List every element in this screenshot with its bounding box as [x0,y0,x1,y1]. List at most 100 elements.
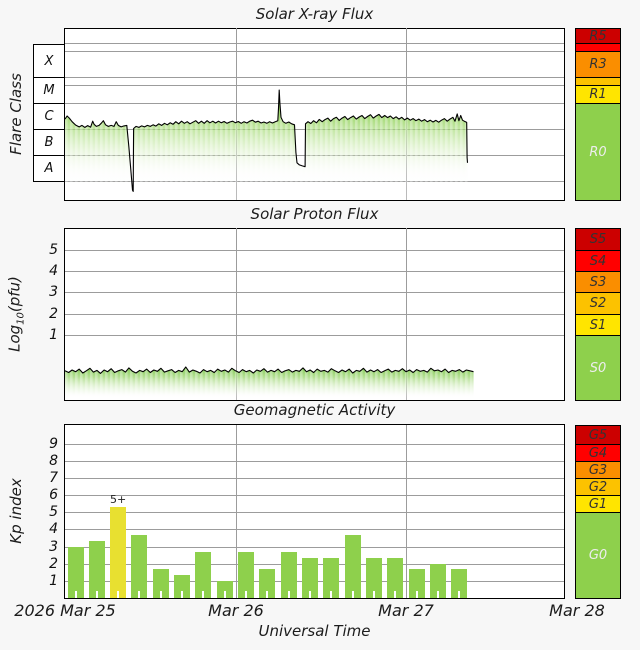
flare-class-letter: M [43,83,55,98]
day-gridline [406,425,407,598]
noaa-r-scale-band: R3 [575,51,621,78]
x-axis-minor-tick [437,591,439,598]
scale-band-label: R3 [589,57,607,72]
y-tick-label: 2 [49,306,58,322]
horizontal-gridline [65,181,564,182]
x-axis-minor-tick [309,591,311,598]
y-tick-label: 5 [49,504,58,520]
kp-bar [430,564,446,598]
horizontal-gridline [65,155,564,156]
flare-class-letter: A [44,161,54,176]
flare-class-box: X [33,44,65,78]
x-axis-minor-tick [330,591,332,598]
y-tick-label: 4 [49,263,58,279]
xray-plot-area [64,28,565,201]
x-tick-label: Mar 26 [208,601,264,620]
x-tick-label: Mar 27 [378,601,434,620]
day-gridline [236,425,237,598]
x-axis-minor-tick [373,591,375,598]
noaa-s-scale-band: S2 [575,292,621,315]
kp-bar [323,558,339,598]
x-axis-minor-tick [394,591,396,598]
kp-bar [387,558,403,598]
proton-chart-title: Solar Proton Flux [250,205,379,223]
horizontal-gridline [65,314,564,315]
noaa-r-scale-band: R0 [575,103,621,201]
kp-bar [153,569,169,598]
kp-bar [302,558,318,598]
kp-bar [345,535,361,598]
horizontal-gridline [65,529,564,530]
flare-class-letter: X [44,53,54,69]
scale-band-label: G2 [588,479,608,495]
horizontal-gridline [65,250,564,251]
scale-band-label: R1 [589,87,607,102]
horizontal-gridline [65,461,564,462]
y-tick-label: 6 [49,487,58,503]
kp-bar [68,547,84,598]
noaa-g-scale-band: G4 [575,444,621,462]
y-tick-label: 9 [49,436,58,452]
xray-chart-title: Solar X-ray Flux [255,5,374,23]
noaa-g-scale-band: G5 [575,425,621,445]
scale-band-label: R0 [589,144,607,160]
noaa-g-scale-band: G1 [575,495,621,513]
horizontal-gridline [65,444,564,445]
noaa-s-scale-band: S3 [575,271,621,293]
kp-bar [238,552,254,598]
horizontal-gridline [65,271,564,272]
kp-bar [217,581,233,598]
geomagnetic-chart-title: Geomagnetic Activity [233,401,396,419]
scale-band-label: G4 [588,445,608,461]
noaa-s-scale-band: S4 [575,250,621,272]
kp-bar [281,552,297,598]
horizontal-gridline [65,547,564,548]
flare-class-box: M [33,77,65,104]
kp-bar [409,569,425,598]
noaa-g-scale-band: G3 [575,461,621,479]
x-axis-minor-tick [352,591,354,598]
scale-band-label: S4 [589,253,607,269]
x-axis-minor-tick [416,591,418,598]
x-axis-minor-tick [160,591,162,598]
x-axis-label: Universal Time [258,622,371,640]
x-tick-label: Mar 28 [549,601,605,620]
scale-band-label: G1 [588,496,608,512]
flare-class-box: A [33,155,65,182]
x-axis-minor-tick [202,591,204,598]
y-tick-label: 3 [49,539,58,555]
y-tick-label: 4 [49,521,58,537]
horizontal-gridline [65,335,564,336]
flare-class-box: C [33,103,65,130]
y-tick-label: 3 [49,284,58,300]
kp-bar [366,558,382,598]
scale-band-label: G5 [588,427,608,443]
horizontal-gridline [65,129,564,130]
horizontal-gridline [65,103,564,104]
x-axis-minor-tick [117,591,119,598]
scale-band-label: S5 [589,232,607,247]
x-axis-minor-tick [138,591,140,598]
horizontal-gridline [65,495,564,496]
x-axis-minor-tick [266,591,268,598]
y-tick-label: 2 [49,556,58,572]
noaa-s-scale-band: S0 [575,335,621,401]
noaa-g-scale-band: G0 [575,512,621,599]
kp-bar [451,569,467,598]
x-tick-label: 2026 Mar 25 [14,601,116,620]
x-axis-minor-tick [224,591,226,598]
y-tick-label: 1 [49,573,58,589]
x-axis-minor-tick [288,591,290,598]
y-tick-label: 5 [49,242,58,258]
scale-band-label: S3 [589,274,607,290]
horizontal-gridline [65,43,564,44]
day-gridline [406,228,407,400]
horizontal-gridline [65,478,564,479]
horizontal-gridline [65,512,564,513]
horizontal-gridline [65,85,564,86]
kp-bar [131,535,147,598]
flare-class-letter: C [44,109,54,124]
horizontal-gridline [65,292,564,293]
noaa-s-scale-band: S1 [575,314,621,336]
scale-band-label: G0 [588,548,608,563]
